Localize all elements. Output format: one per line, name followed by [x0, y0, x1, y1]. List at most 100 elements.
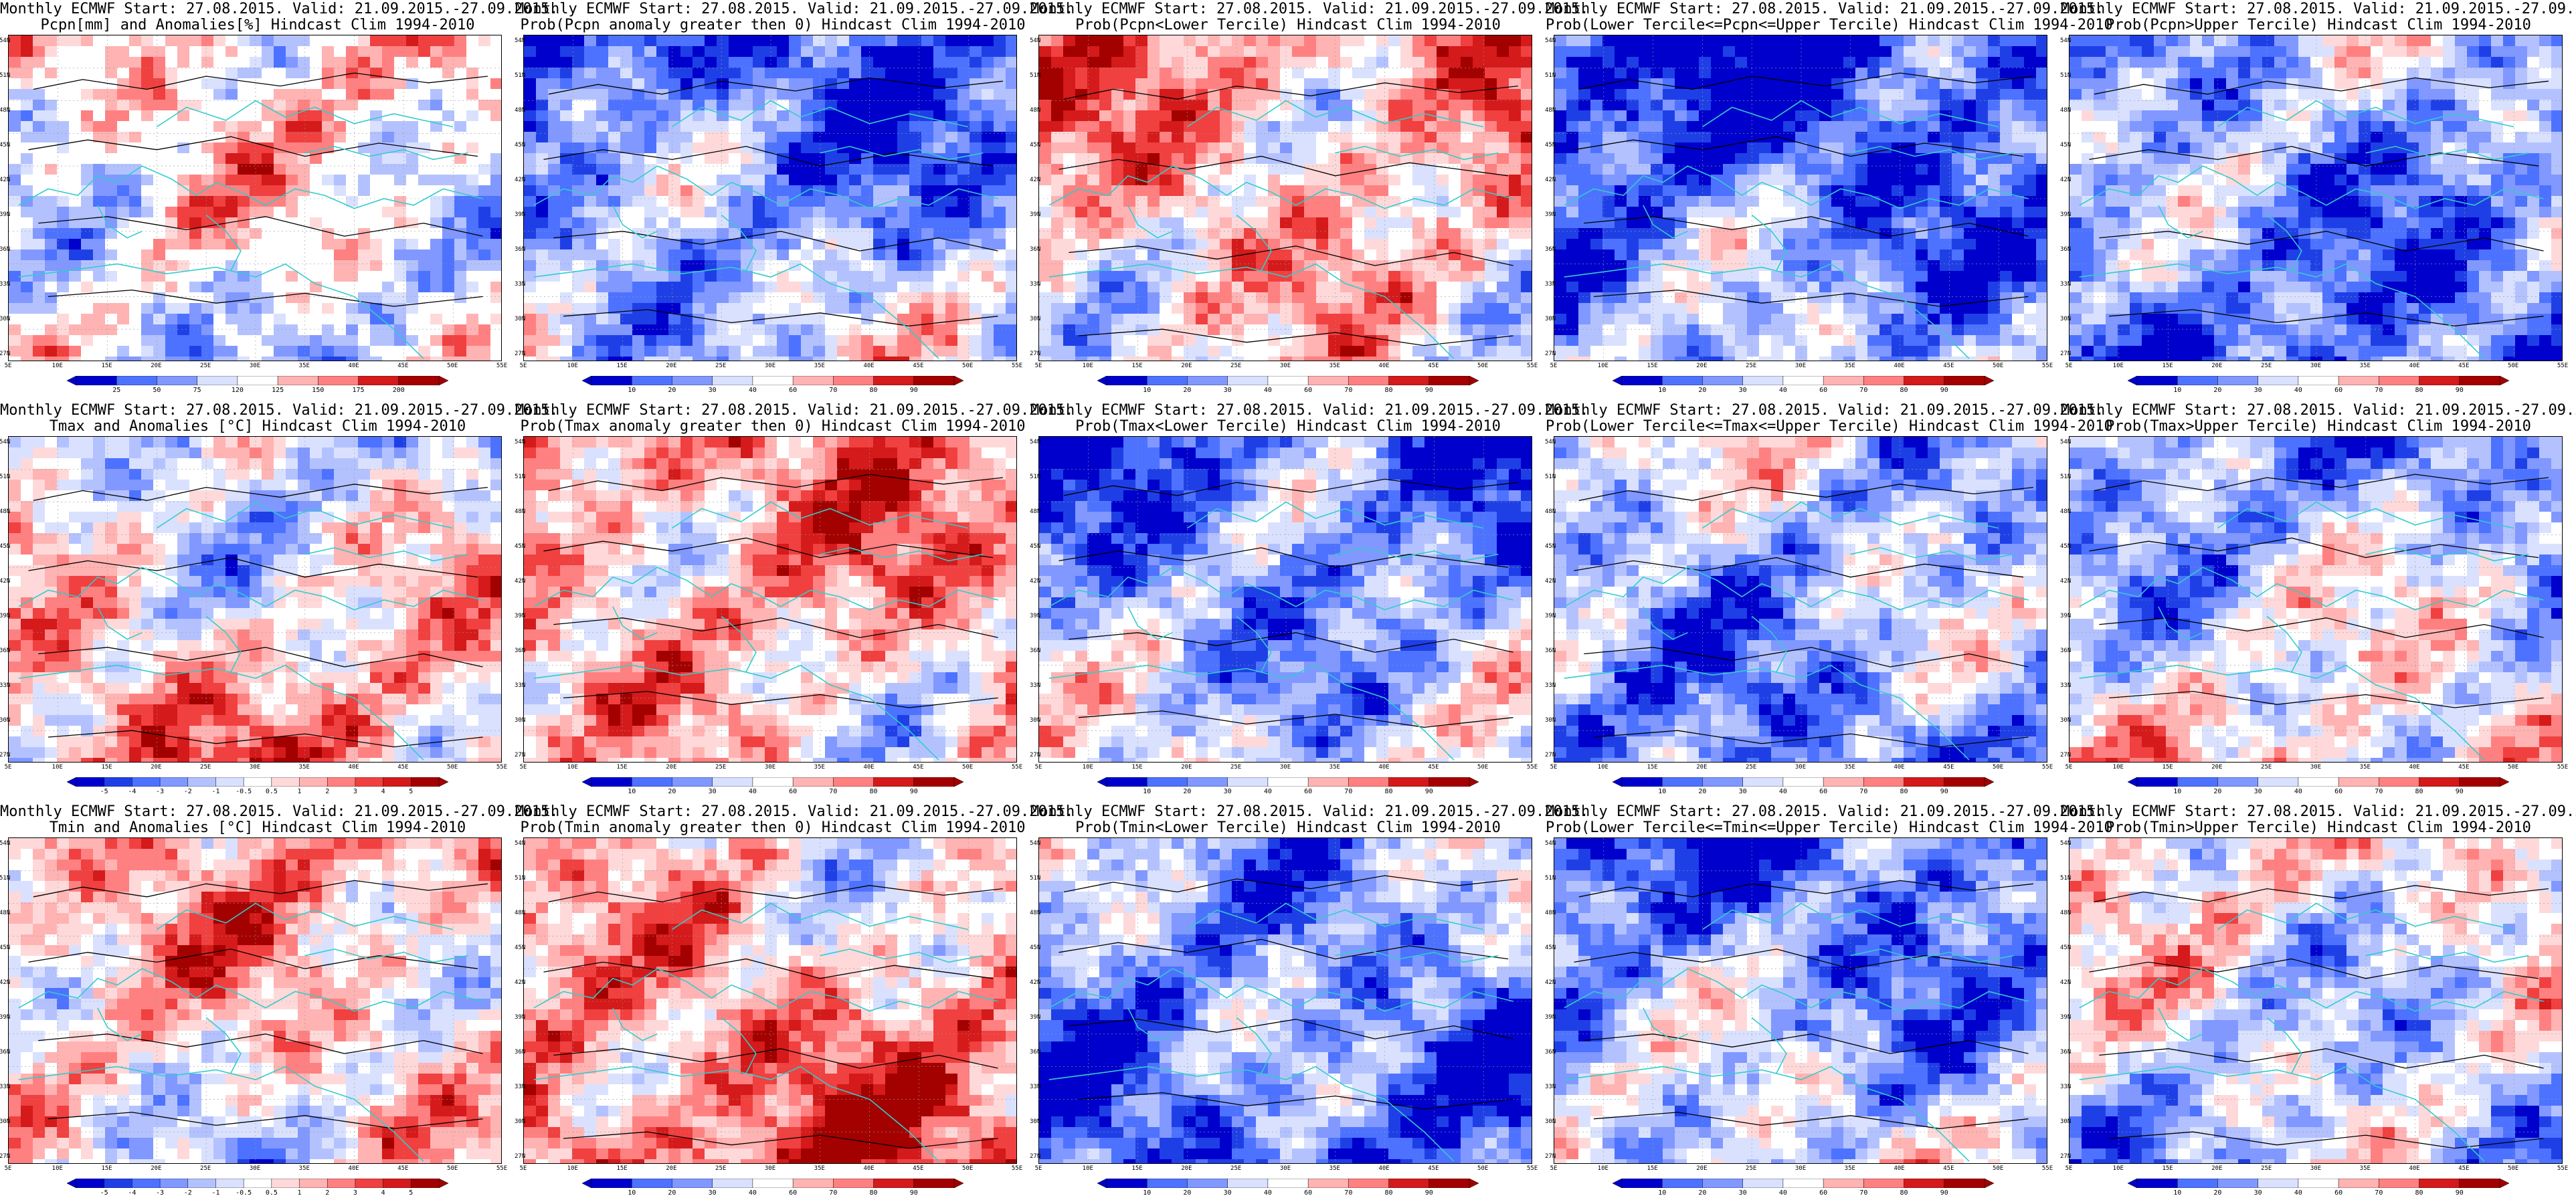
longitude-label: 45E	[397, 363, 408, 369]
colorbar-tick-label: 90	[910, 387, 918, 394]
forecast-map	[523, 35, 1017, 361]
latitude-label: 45N	[515, 543, 525, 550]
panel-title-line-2: Prob(Tmax<Lower Tercile) Hindcast Clim 1…	[1030, 419, 1546, 435]
colorbar-segment	[157, 376, 198, 385]
colorbar-labels: -5 -4 -3 -2 -1 -0.5 0.5 1 2 3 4 5	[67, 788, 448, 797]
colorbar-segment	[1388, 1179, 1430, 1188]
colorbar-segment	[1267, 1179, 1309, 1188]
colorbar-segment	[2177, 777, 2219, 787]
colorbar-segment	[752, 376, 794, 385]
colorbar-segment	[411, 777, 440, 787]
longitude-label: 20E	[666, 1165, 676, 1172]
colorbar-segment	[355, 777, 384, 787]
colorbar-segment	[631, 777, 673, 787]
latitude-label: 33N	[2060, 1084, 2071, 1090]
longitude-label: 15E	[1647, 363, 1657, 369]
longitude-label: 5E	[5, 363, 12, 369]
colorbar-segment	[243, 777, 272, 787]
colorbar-tick-label: 80	[2415, 788, 2423, 795]
longitude-label: 30E	[765, 363, 775, 369]
colorbar-tick-label: 70	[1859, 1189, 1867, 1197]
longitude-label: 45E	[1428, 1165, 1439, 1172]
longitude-label: 55E	[1527, 363, 1538, 369]
longitude-label: 35E	[814, 1165, 825, 1172]
longitude-label: 5E	[1550, 1165, 1558, 1172]
colorbar-tick-label: 10	[628, 788, 636, 795]
colorbar-tick-label: 1	[298, 1189, 302, 1197]
longitude-label: 10E	[52, 764, 63, 771]
forecast-map	[2069, 35, 2563, 361]
colorbar-tick-label: 70	[1344, 1189, 1352, 1197]
longitude-label: 25E	[715, 1165, 726, 1172]
longitude-label: 40E	[863, 363, 874, 369]
colorbar-segment	[1621, 777, 1663, 787]
panel-title-line-2: Prob(Pcpn>Upper Tercile) Hindcast Clim 1…	[2061, 17, 2576, 33]
longitude-label: 55E	[2557, 363, 2568, 369]
latitude-label: 39N	[1030, 1014, 1040, 1021]
map-panel-1: Monthly ECMWF Start: 27.08.2015. Valid: …	[515, 0, 1073, 401]
colorbar-tick-label: 30	[1224, 387, 1232, 394]
colorbar-tick-label: 90	[1425, 788, 1433, 795]
latitude-label: 36N	[1030, 1049, 1040, 1056]
longitude-label: 50E	[1477, 1165, 1488, 1172]
longitude-label: 50E	[2508, 363, 2518, 369]
latitude-label: 42N	[0, 177, 10, 183]
latitude-label: 36N	[1030, 246, 1040, 253]
colorbar-tick-label: 70	[2375, 387, 2383, 394]
colorbar-segment	[197, 376, 238, 385]
colorbar-segment	[1782, 376, 1824, 385]
colorbar-tick-label: 20	[1183, 387, 1191, 394]
colorbar-segment	[1227, 1179, 1269, 1188]
longitude-label: 50E	[2508, 1165, 2518, 1172]
longitude-label: 20E	[1181, 764, 1192, 771]
colorbar-tick-label: -0.5	[236, 1189, 252, 1197]
colorbar-segment	[383, 777, 412, 787]
colorbar-tick-label: 175	[353, 387, 365, 394]
colorbar-tick-label: -2	[184, 788, 192, 795]
longitude-label: 25E	[2261, 1165, 2272, 1172]
longitude-label: 45E	[1943, 363, 1954, 369]
longitude-label: 40E	[2409, 764, 2419, 771]
colorbar-tick-label: -5	[100, 1189, 108, 1197]
latitude-label: 30N	[2060, 717, 2071, 724]
panel-title-line-2: Pcpn[mm] and Anomalies[%] Hindcast Clim …	[0, 17, 515, 33]
latitude-label: 42N	[1030, 979, 1040, 986]
shaded-field	[1554, 437, 2047, 762]
longitude-label: 15E	[2162, 1165, 2173, 1172]
longitude-label: 45E	[913, 363, 923, 369]
colorbar-segment	[2136, 1179, 2178, 1188]
latitude-label: 36N	[2060, 1049, 2071, 1056]
forecast-map	[2069, 837, 2563, 1164]
longitude-label: 55E	[2042, 1165, 2053, 1172]
colorbar-tick-label: 10	[1143, 788, 1151, 795]
latitude-label: 42N	[515, 177, 525, 183]
shaded-field	[1554, 838, 2047, 1163]
colorbar-segment	[833, 376, 875, 385]
map-panel-9: Monthly ECMWF Start: 27.08.2015. Valid: …	[2060, 401, 2576, 803]
colorbar-tick-label: 40	[749, 788, 757, 795]
colorbar-tick-label: 0.5	[266, 1189, 278, 1197]
colorbar-tick-label: 0.5	[266, 788, 278, 795]
map-panel-12: Monthly ECMWF Start: 27.08.2015. Valid: …	[1030, 803, 1588, 1204]
forecast-map	[1554, 837, 2047, 1164]
colorbar-tick-label: 80	[1385, 1189, 1393, 1197]
latitude-label: 45N	[1545, 142, 1556, 148]
colorbar	[1097, 1179, 1479, 1188]
longitude-label: 5E	[1550, 764, 1558, 771]
colorbar-segment	[1904, 1179, 1945, 1188]
latitude-label: 48N	[1030, 508, 1040, 515]
colorbar	[1613, 1179, 1994, 1188]
colorbar-segment	[712, 1179, 753, 1188]
panel-title-line-1: Monthly ECMWF Start: 27.08.2015. Valid: …	[2061, 403, 2576, 419]
latitude-label: 45N	[0, 543, 10, 550]
latitude-label: 33N	[0, 1084, 10, 1090]
longitude-label: 30E	[2310, 363, 2321, 369]
colorbar-segment	[2419, 376, 2460, 385]
map-panel-5: Monthly ECMWF Start: 27.08.2015. Valid: …	[0, 401, 558, 803]
latitude-label: 39N	[0, 613, 10, 619]
longitude-label: 15E	[101, 363, 112, 369]
colorbar-segment	[913, 777, 955, 787]
colorbar-tick-label: 40	[2294, 1189, 2302, 1197]
colorbar-segment	[712, 376, 753, 385]
longitude-label: 35E	[1329, 1165, 1340, 1172]
